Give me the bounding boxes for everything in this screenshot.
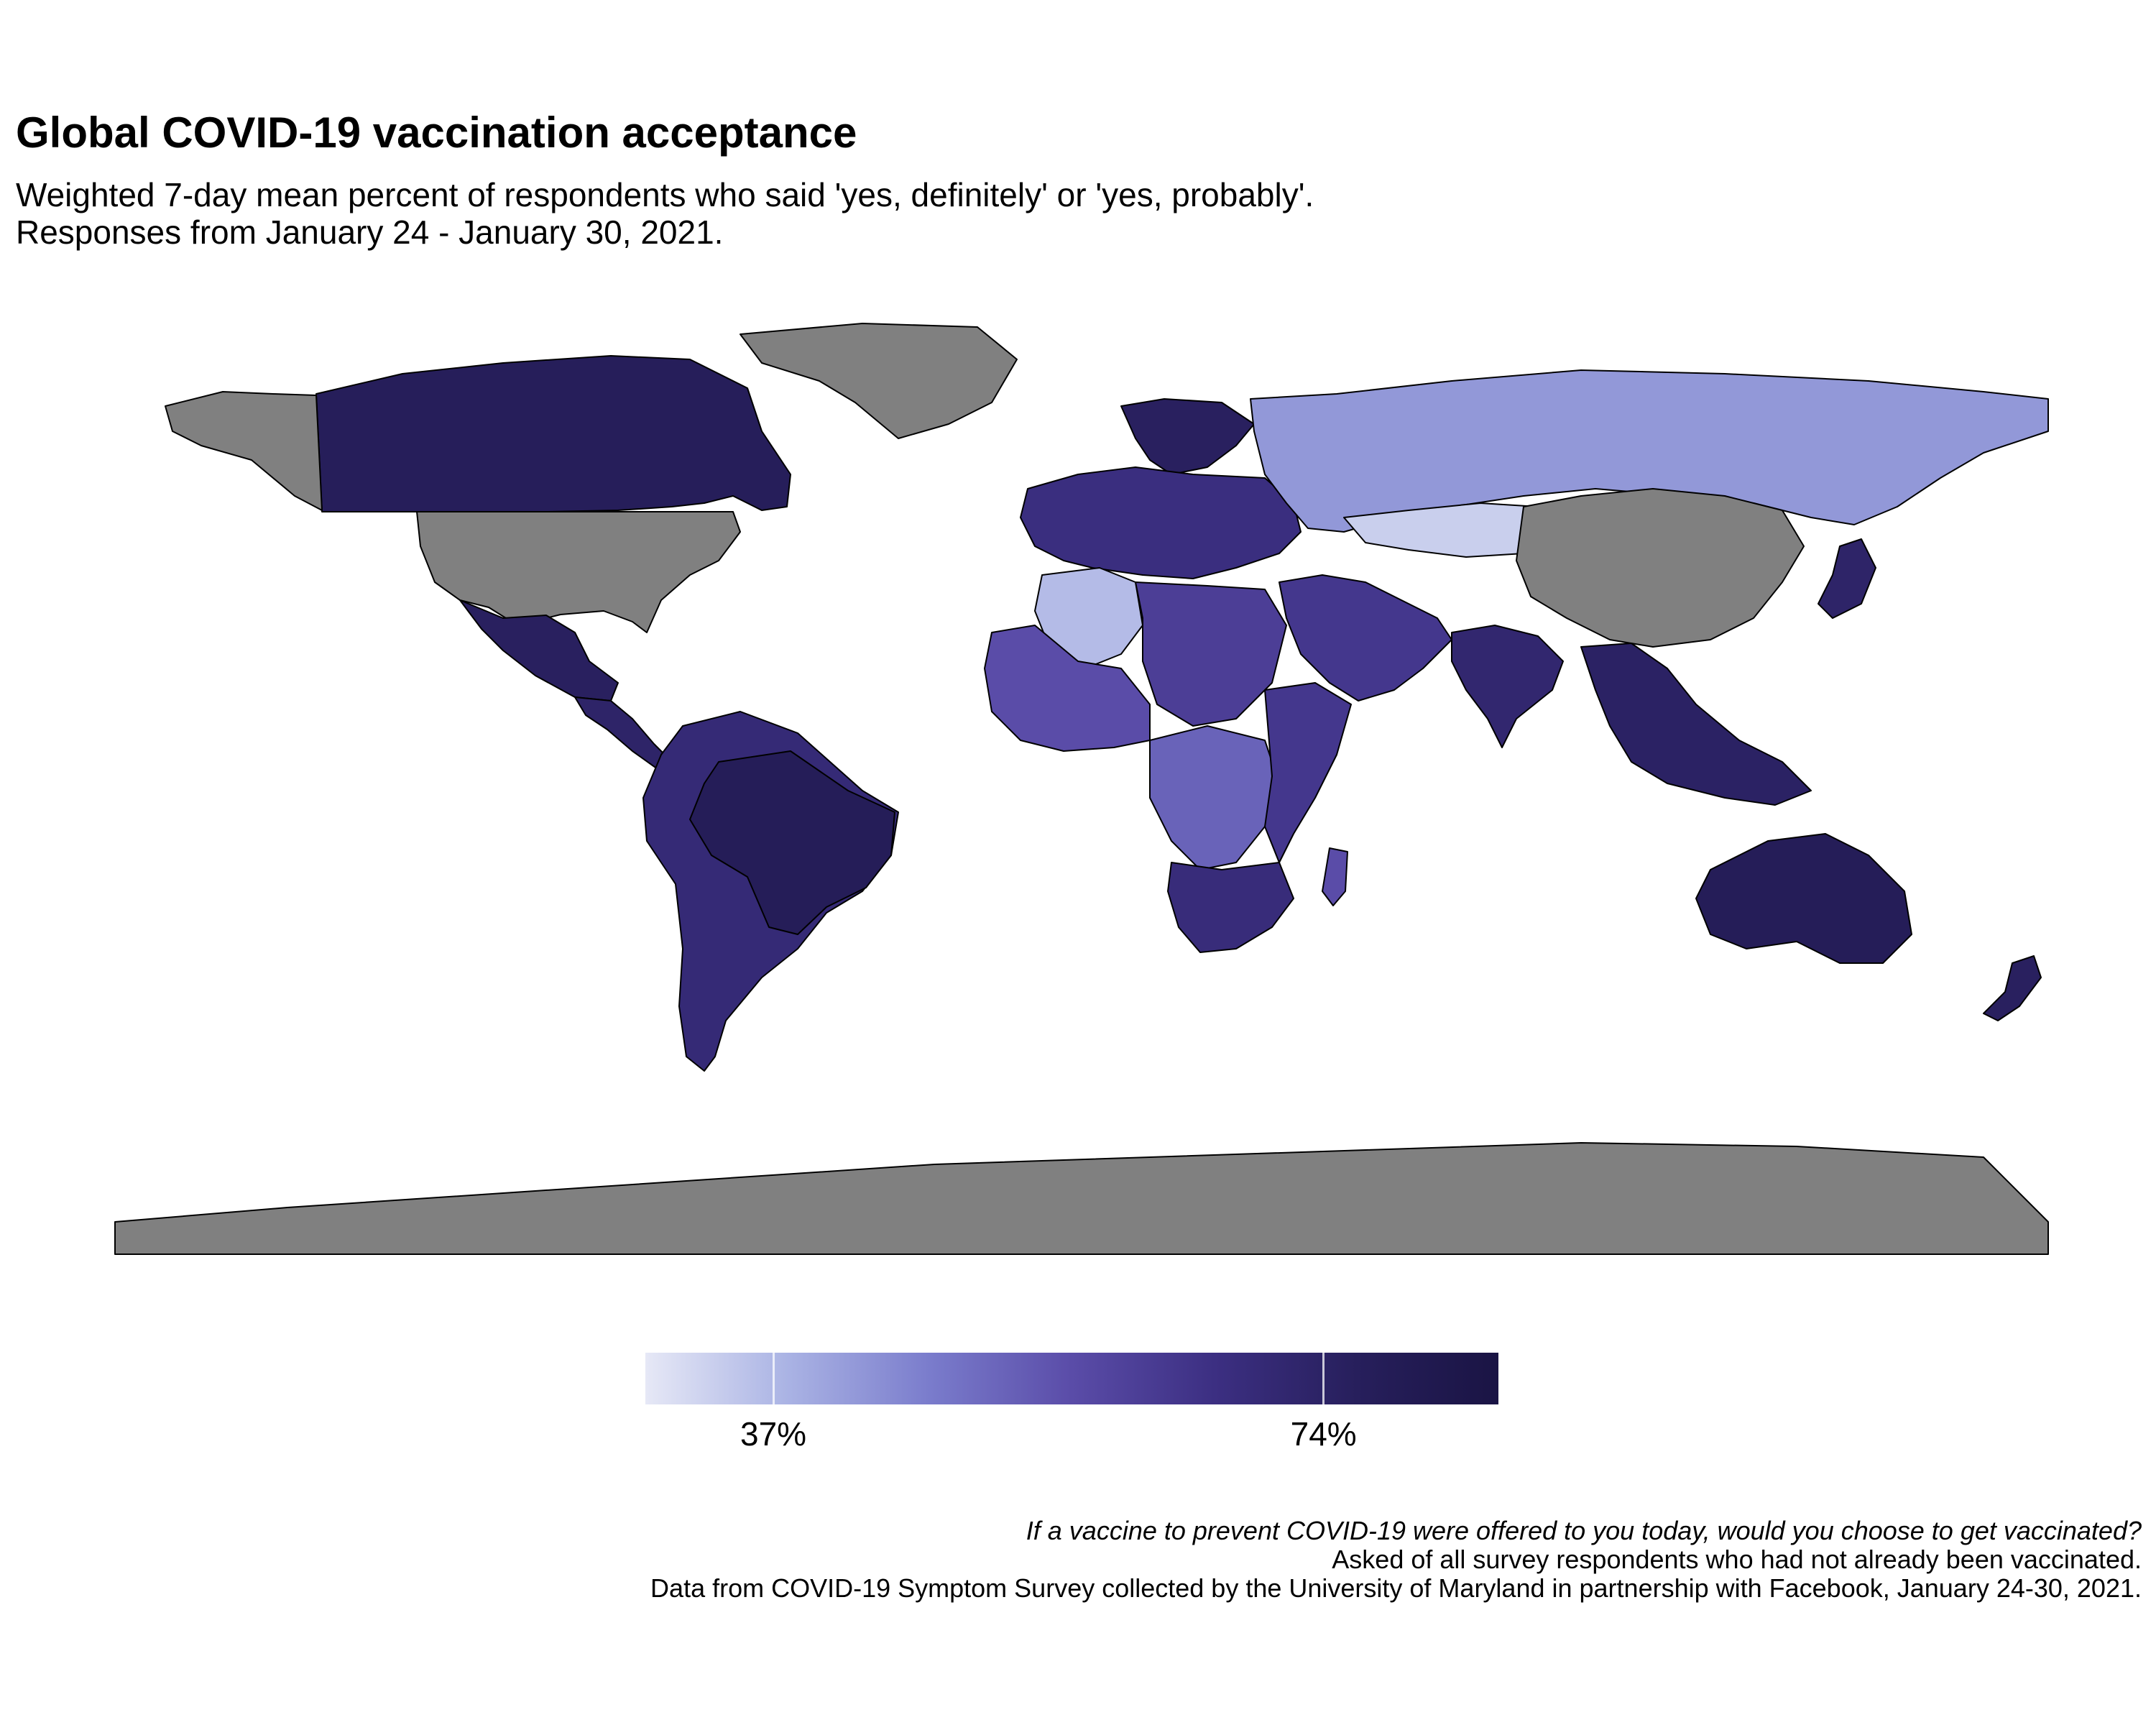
map-title: Global COVID-19 vaccination acceptance (16, 109, 857, 157)
region-madagascar (1322, 847, 1348, 906)
region-japan (1818, 538, 1876, 619)
legend-tick-mark (1322, 1353, 1325, 1404)
region-china (1516, 488, 1805, 648)
region-east-africa (1264, 682, 1352, 863)
region-russia (1250, 369, 2049, 533)
region-algeria (1034, 567, 1143, 669)
region-northern-europe (1120, 398, 1255, 475)
region-mexico (459, 599, 619, 702)
legend-color-bar (645, 1353, 1498, 1404)
caption-note: Asked of all survey respondents who had … (1332, 1545, 2142, 1574)
subtitle-line-2: Responses from January 24 - January 30, … (16, 213, 724, 251)
legend-tick-label: 37% (740, 1415, 807, 1453)
region-brazil (689, 750, 895, 935)
caption-source: Data from COVID-19 Symptom Survey collec… (650, 1573, 2142, 1603)
region-central-africa (1149, 725, 1280, 870)
region-alaska (165, 391, 323, 511)
region-west-africa (984, 625, 1151, 752)
region-canada (315, 355, 791, 512)
subtitle-line-1: Weighted 7-day mean percent of responden… (16, 176, 1314, 213)
region-southern-africa (1167, 862, 1294, 953)
map-subtitle: Weighted 7-day mean percent of responden… (16, 176, 1314, 251)
legend-tick-mark (772, 1353, 775, 1404)
region-united-states (416, 511, 741, 633)
region-greenland (740, 323, 1018, 439)
region-southeast-asia (1580, 643, 1812, 806)
caption-question: If a vaccine to prevent COVID-19 were of… (1026, 1516, 2142, 1545)
region-antarctica (114, 1142, 2049, 1255)
region-new-zealand (1983, 955, 2042, 1021)
region-north-africa (1135, 581, 1287, 727)
region-australia (1695, 833, 1912, 964)
region-middle-east (1279, 574, 1452, 702)
region-india (1451, 625, 1564, 748)
caption: If a vaccine to prevent COVID-19 were of… (650, 1517, 2142, 1603)
legend-tick-label: 74% (1290, 1415, 1357, 1453)
region-europe (1020, 466, 1302, 579)
